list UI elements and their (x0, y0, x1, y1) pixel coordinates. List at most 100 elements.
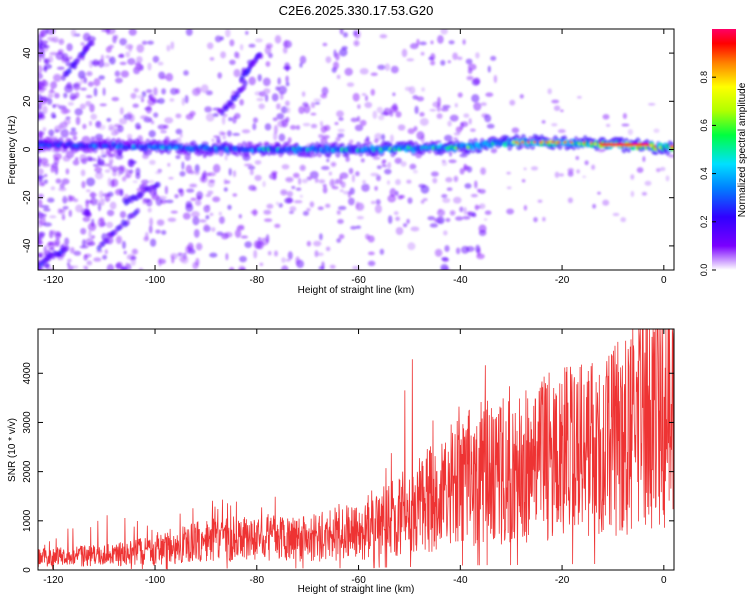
heatmap-cell (160, 130, 167, 134)
heatmap-cell (79, 103, 86, 110)
colorbar-tick-label: 0.6 (699, 119, 709, 132)
heatmap-cell (193, 228, 200, 238)
bottom-y-label: SNR (10 * v/v) (7, 418, 18, 482)
heatmap-cell (430, 171, 439, 177)
heatmap-cell (228, 267, 235, 270)
heatmap-cell (326, 158, 330, 163)
heatmap-cell (106, 209, 115, 217)
heatmap-cell (532, 141, 537, 144)
heatmap-cell (67, 67, 72, 74)
heatmap-cell (238, 214, 242, 219)
heatmap-cell (190, 197, 197, 201)
heatmap-cell (157, 61, 164, 66)
heatmap-cell (126, 111, 132, 118)
heatmap-cell (357, 104, 361, 109)
heatmap-cell (292, 172, 300, 179)
heatmap-cell (38, 211, 44, 219)
heatmap-cell (167, 162, 171, 167)
heatmap-cell (509, 99, 516, 106)
heatmap-cell (401, 48, 408, 58)
heatmap-cell (523, 167, 527, 171)
heatmap-cell (79, 154, 87, 163)
heatmap-cell (392, 92, 396, 97)
heatmap-cell (38, 112, 44, 118)
heatmap-cell (232, 132, 241, 136)
heatmap-cell (440, 59, 446, 66)
heatmap-cell (226, 130, 232, 137)
heatmap-cell (295, 256, 300, 266)
heatmap-cell (126, 133, 133, 140)
heatmap-cell (103, 163, 110, 167)
heatmap-cell (84, 266, 89, 270)
heatmap-cell (336, 238, 342, 243)
heatmap-cell (158, 257, 162, 267)
heatmap-cell (470, 128, 476, 132)
heatmap-cell (406, 218, 410, 224)
heatmap-cell (286, 197, 294, 204)
heatmap-cell (158, 195, 168, 200)
heatmap-cell (302, 122, 311, 127)
heatmap-cell (584, 160, 589, 166)
heatmap-cell (185, 29, 193, 36)
x-tick-label: -20 (555, 575, 570, 586)
colorbar-ticks: 0.0 0.2 0.4 0.6 0.8 (699, 71, 716, 276)
heatmap-cell (291, 185, 296, 190)
heatmap-cell (194, 164, 200, 173)
heatmap-cell (338, 117, 344, 121)
heatmap-cell (441, 194, 448, 199)
heatmap-cell (381, 133, 386, 141)
heatmap-cell (557, 141, 561, 144)
heatmap-cell (324, 124, 331, 132)
heatmap-cell (329, 179, 336, 187)
heatmap-cell (98, 160, 105, 167)
heatmap-cell (100, 154, 107, 158)
heatmap-cell (165, 73, 174, 82)
heatmap-cell (387, 194, 397, 203)
heatmap-cell (382, 159, 387, 163)
heatmap-cell (90, 197, 98, 206)
heatmap-cell (94, 166, 103, 173)
heatmap-cell (85, 155, 93, 162)
heatmap-cell (38, 253, 43, 258)
heatmap-cell (336, 133, 345, 136)
heatmap-cell (276, 113, 285, 120)
colorbar-tick-label: 0.2 (699, 216, 709, 229)
heatmap-cell (204, 106, 212, 113)
heatmap-cell (667, 154, 674, 158)
heatmap-cell (444, 134, 453, 142)
heatmap-cell (430, 40, 434, 45)
heatmap-cell (38, 72, 43, 80)
heatmap-cell (203, 223, 210, 231)
y-tick-label: -40 (22, 238, 33, 253)
heatmap-cell (271, 93, 279, 102)
heatmap-cell (52, 104, 56, 109)
heatmap-cell (49, 215, 57, 219)
heatmap-cell (487, 65, 491, 73)
heatmap-cell (533, 216, 538, 223)
x-tick-label: -60 (351, 275, 366, 286)
heatmap-cell (597, 191, 601, 195)
heatmap-cell (370, 72, 378, 76)
heatmap-cell (335, 136, 341, 142)
heatmap-cell (370, 172, 379, 177)
heatmap-cell (455, 216, 464, 221)
heatmap-cell (109, 56, 116, 65)
heatmap-cell (442, 257, 450, 263)
heatmap-cell (620, 217, 627, 223)
heatmap-cell (409, 163, 417, 170)
heatmap-cell (39, 132, 44, 140)
heatmap-cell (248, 76, 256, 86)
heatmap-cell (523, 205, 528, 211)
heatmap-cell (430, 53, 436, 61)
heatmap-cell (119, 107, 124, 115)
heatmap-cell (57, 123, 65, 130)
y-tick-label: 40 (22, 47, 33, 59)
heatmap-cell (281, 257, 286, 263)
heatmap-cell (576, 169, 580, 174)
heatmap-cell (317, 206, 324, 211)
heatmap-cell (50, 165, 55, 173)
heatmap-cell (310, 101, 316, 109)
heatmap-cell (542, 216, 546, 222)
heatmap-cell (38, 267, 42, 270)
heatmap-cell (372, 156, 381, 160)
